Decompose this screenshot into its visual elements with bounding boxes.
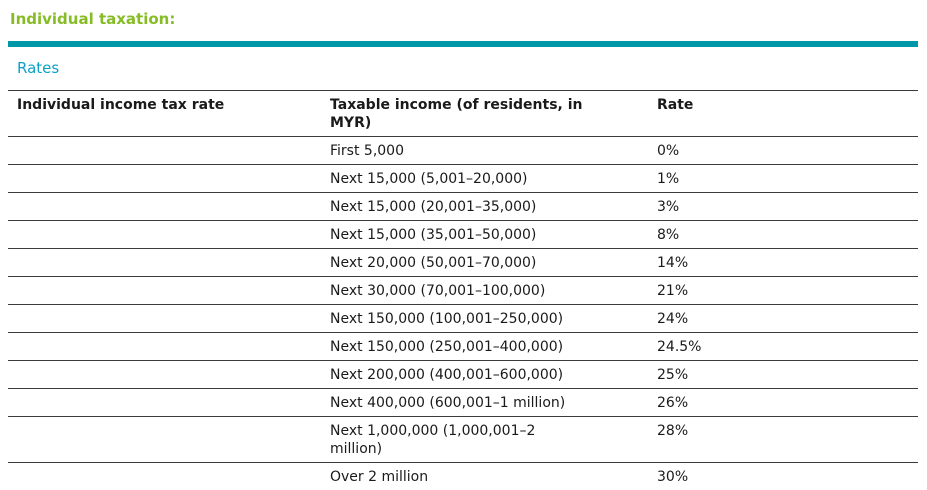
table-row: Next 15,000 (5,001–20,000)1%: [8, 165, 918, 193]
rate-cell: 24%: [657, 305, 918, 333]
taxable-income-cell: Next 1,000,000 (1,000,001–2 million): [330, 417, 657, 463]
column-header-individual-income-tax-rate: Individual income tax rate: [8, 91, 330, 137]
section-label-rates: Rates: [17, 59, 918, 77]
table-row: Next 15,000 (20,001–35,000)3%: [8, 193, 918, 221]
income-tax-rates-table: Individual income tax rate Taxable incom…: [8, 90, 918, 490]
table-row: Next 1,000,000 (1,000,001–2 million)28%: [8, 417, 918, 463]
column-header-taxable-income: Taxable income (of residents, in MYR): [330, 91, 657, 137]
taxable-income-cell: Next 15,000 (35,001–50,000): [330, 221, 657, 249]
tax-rate-cell: [8, 277, 330, 305]
tax-rate-cell: [8, 165, 330, 193]
rate-cell: 28%: [657, 417, 918, 463]
rate-cell: 14%: [657, 249, 918, 277]
tax-rate-cell: [8, 417, 330, 463]
table-header-row: Individual income tax rate Taxable incom…: [8, 91, 918, 137]
rate-cell: 26%: [657, 389, 918, 417]
rate-cell: 0%: [657, 137, 918, 165]
tax-rate-cell: [8, 249, 330, 277]
taxable-income-cell: Next 200,000 (400,001–600,000): [330, 361, 657, 389]
taxable-income-cell: Next 30,000 (70,001–100,000): [330, 277, 657, 305]
taxable-income-cell: Next 20,000 (50,001–70,000): [330, 249, 657, 277]
table-row: Next 30,000 (70,001–100,000)21%: [8, 277, 918, 305]
rate-cell: 1%: [657, 165, 918, 193]
tax-rate-cell: [8, 389, 330, 417]
column-header-rate: Rate: [657, 91, 918, 137]
taxable-income-cell: Next 15,000 (20,001–35,000): [330, 193, 657, 221]
tax-rate-cell: [8, 463, 330, 490]
table-row: Next 150,000 (250,001–400,000)24.5%: [8, 333, 918, 361]
rate-cell: 8%: [657, 221, 918, 249]
taxable-income-cell: First 5,000: [330, 137, 657, 165]
table-row: Next 400,000 (600,001–1 million)26%: [8, 389, 918, 417]
taxable-income-cell: Next 150,000 (250,001–400,000): [330, 333, 657, 361]
rate-cell: 3%: [657, 193, 918, 221]
taxable-income-cell: Next 150,000 (100,001–250,000): [330, 305, 657, 333]
rate-cell: 21%: [657, 277, 918, 305]
rate-cell: 24.5%: [657, 333, 918, 361]
tax-rate-cell: [8, 305, 330, 333]
page-title: Individual taxation:: [10, 10, 918, 28]
taxable-income-cell: Over 2 million: [330, 463, 657, 490]
table-header: Individual income tax rate Taxable incom…: [8, 91, 918, 137]
tax-rate-cell: [8, 137, 330, 165]
rate-cell: 25%: [657, 361, 918, 389]
table-row: Next 20,000 (50,001–70,000)14%: [8, 249, 918, 277]
taxable-income-cell: Next 15,000 (5,001–20,000): [330, 165, 657, 193]
table-row: Next 200,000 (400,001–600,000)25%: [8, 361, 918, 389]
rate-cell: 30%: [657, 463, 918, 490]
table-row: Next 150,000 (100,001–250,000)24%: [8, 305, 918, 333]
tax-rate-cell: [8, 221, 330, 249]
taxable-income-cell: Next 400,000 (600,001–1 million): [330, 389, 657, 417]
tax-rate-cell: [8, 333, 330, 361]
tax-rate-cell: [8, 361, 330, 389]
tax-rate-cell: [8, 193, 330, 221]
table-row: Next 15,000 (35,001–50,000)8%: [8, 221, 918, 249]
teal-divider-bar: [8, 41, 918, 47]
